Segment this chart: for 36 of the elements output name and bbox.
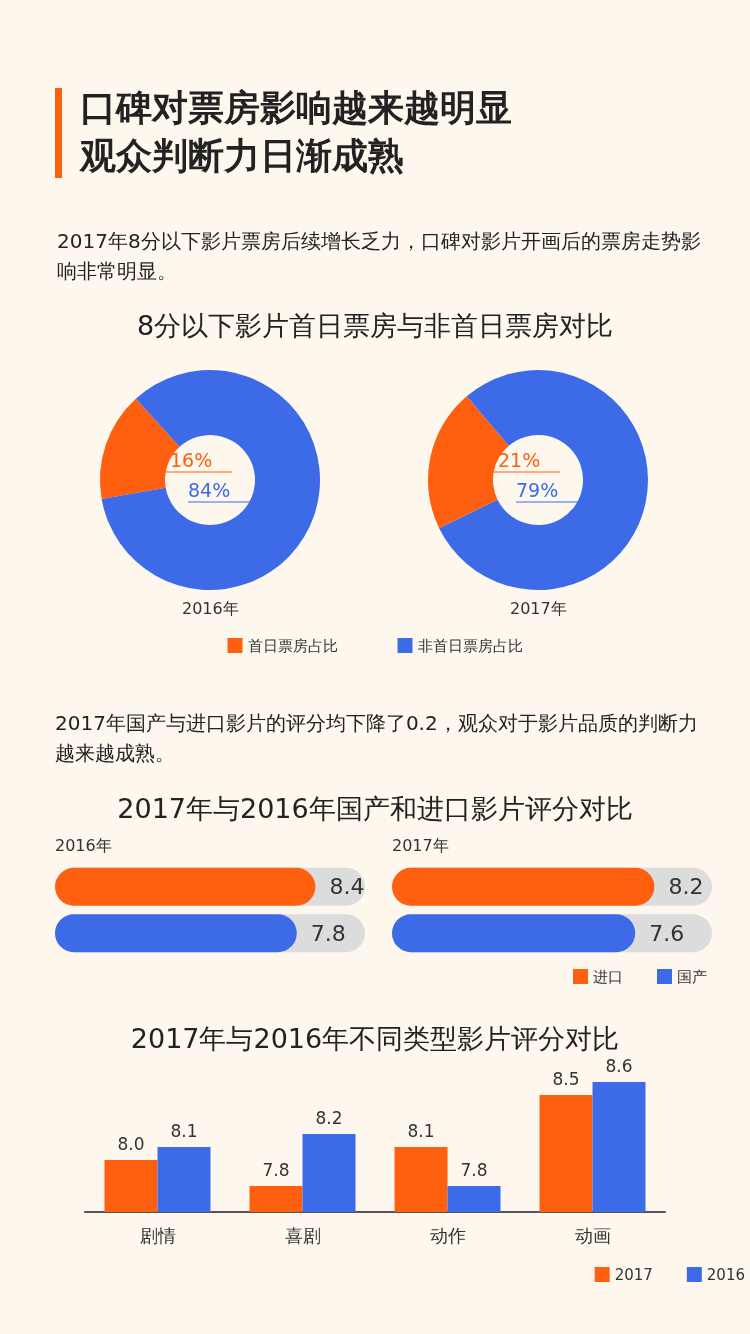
data-label: 7.8 [262,1159,290,1180]
chart-title: 8分以下影片首日票房与非首日票房对比 [135,309,615,343]
x-tick-label: 动画 [574,1224,611,1246]
text: 2017年国产与进口影片的评分均下降了0.2，观众对于影片品质的判断力越来越成熟。 [55,710,699,767]
text: 2017年8分以下影片票房后续增长乏力，口碑对影片开画后的票房走势影响非常明显。 [57,228,702,285]
text: 2016年 [182,598,239,618]
data-label: 8.6 [605,1055,633,1076]
x-tick-label: 剧情 [139,1224,176,1246]
data-label: 7.8 [460,1159,488,1180]
data-label: 8.1 [407,1120,435,1141]
data-label: 8.2 [668,874,704,900]
data-label: 7.6 [649,920,685,946]
data-label: 8.1 [170,1120,198,1141]
legend-label: 2016 [706,1265,746,1284]
data-label: 8.2 [315,1107,343,1128]
legend-label: 国产 [677,967,707,986]
legend-label: 进口 [593,967,623,986]
data-label: 7.8 [310,920,346,946]
text: 2017年 [510,598,567,618]
chart-title: 2017年与2016年国产和进口影片评分对比 [116,792,634,826]
text: 口碑对票房影响越来越明显观众判断力日渐成熟 [80,86,513,178]
chart-subtitle: 2016年 [55,836,112,857]
legend-label: 非首日票房占比 [417,636,523,655]
data-label: 8.4 [329,874,365,900]
data-label: 84% [188,478,231,501]
chart-subtitle: 2017年 [392,836,449,857]
legend-label: 首日票房占比 [247,636,338,655]
data-label: 8.0 [117,1133,145,1154]
data-label: 8.5 [552,1068,580,1089]
data-label: 21% [498,448,541,471]
x-tick-label: 动作 [429,1224,466,1246]
data-label: 16% [170,448,213,471]
chart-title: 2017年与2016年不同类型影片评分对比 [129,1022,621,1056]
legend-label: 2017 [614,1265,653,1284]
data-label: 79% [516,478,559,501]
x-tick-label: 喜剧 [284,1224,321,1246]
